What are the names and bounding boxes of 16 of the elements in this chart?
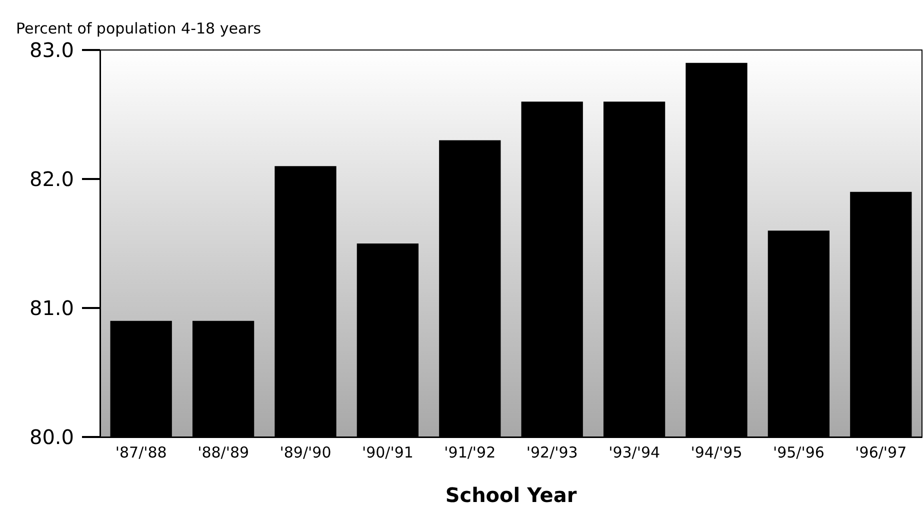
y-tick-label: 80.0 — [29, 425, 74, 449]
y-axis-title: Percent of population 4-18 years — [16, 20, 262, 38]
x-tick-label: '90/'91 — [362, 444, 414, 462]
x-tick-label: '95/'96 — [772, 444, 824, 462]
x-tick-label: '96/'97 — [855, 444, 907, 462]
y-tick-label: 83.0 — [29, 38, 74, 62]
y-tick-label: 81.0 — [29, 296, 74, 320]
x-tick-label: '89/'90 — [280, 444, 332, 462]
x-tick-label: '94/'95 — [690, 444, 742, 462]
x-tick-label: '91/'92 — [444, 444, 496, 462]
x-tick-label: '93/'94 — [608, 444, 660, 462]
x-tick-label: '88/'89 — [198, 444, 250, 462]
y-tick-label: 82.0 — [29, 167, 74, 191]
x-axis-title: School Year — [445, 483, 577, 507]
x-tick-label: '92/'93 — [526, 444, 578, 462]
x-tick-label: '87/'88 — [115, 444, 167, 462]
